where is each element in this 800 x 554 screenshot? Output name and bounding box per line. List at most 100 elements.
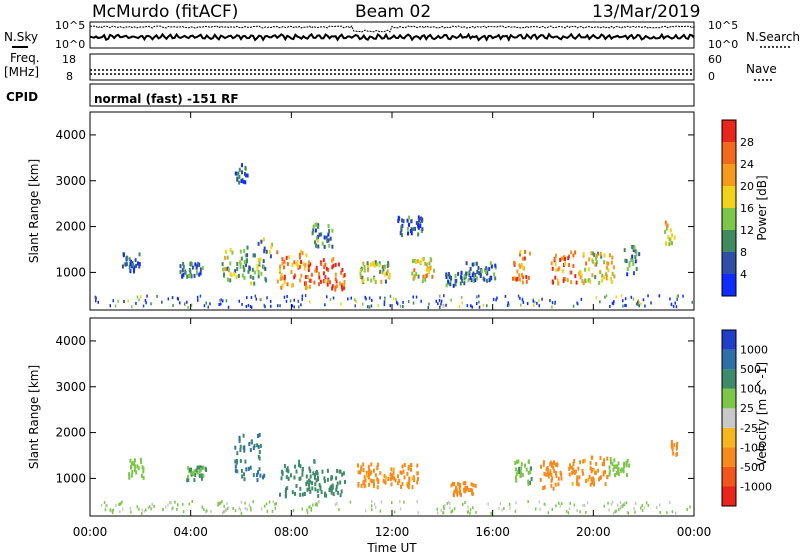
velocity-ground-cell: [487, 502, 489, 506]
power-ground-cell: [249, 305, 252, 309]
velocity-cell: [194, 473, 197, 478]
power-ground-cell: [640, 302, 642, 306]
power-cell: [664, 229, 667, 234]
power-ground-cell: [184, 302, 187, 305]
power-ground-cell: [427, 306, 429, 309]
power-cell: [599, 270, 602, 275]
velocity-ground-cell: [118, 503, 120, 506]
velocity-ground-cell: [317, 500, 319, 504]
velocity-ground-cell: [177, 503, 179, 507]
power-cell: [626, 267, 629, 272]
velocity-cell: [408, 481, 411, 485]
power-cell: [445, 283, 448, 288]
velocity-cell: [462, 481, 465, 486]
power-cell: [374, 280, 377, 284]
velocity-ground-cell: [371, 500, 373, 503]
power-ground-cell: [536, 301, 538, 305]
velocity-ground-cell: [349, 500, 352, 504]
velocity-cell: [372, 483, 375, 488]
power-cell: [554, 275, 557, 280]
velocity-cell: [552, 486, 555, 491]
velocity-cell: [306, 487, 309, 492]
colorbar-segment: [722, 208, 736, 230]
power-ground-cell: [669, 297, 671, 301]
power-ground-cell: [144, 299, 147, 302]
power-cell: [186, 274, 189, 279]
power-cell: [380, 279, 383, 284]
velocity-cell: [604, 470, 606, 475]
velocity-ground-cell: [565, 509, 568, 513]
power-ground-cell: [635, 302, 638, 306]
power-cell: [334, 272, 337, 277]
power-ground-cell: [283, 295, 286, 299]
power-cell: [328, 228, 331, 233]
velocity-ground-cell: [499, 502, 502, 506]
power-ground-cell: [682, 294, 684, 298]
y-tick-label: 2000: [55, 426, 86, 440]
velocity-cell: [252, 446, 255, 450]
power-cell: [386, 269, 389, 274]
velocity-cell: [363, 475, 366, 480]
velocity-cell: [362, 479, 365, 484]
velocity-cell: [323, 479, 326, 484]
power-cell: [314, 240, 317, 245]
velocity-ground-cell: [172, 506, 174, 510]
velocity-ground-cell: [246, 507, 248, 511]
velocity-cell: [313, 473, 316, 478]
velocity-cell: [142, 475, 145, 480]
velocity-cell: [315, 478, 318, 483]
power-cell: [463, 273, 466, 278]
velocity-cell: [303, 492, 306, 496]
velocity-cell: [234, 459, 237, 464]
velocity-cell: [311, 481, 314, 486]
velocity-ground-cell: [223, 504, 225, 508]
power-cell: [236, 262, 239, 266]
velocity-cell: [360, 483, 363, 488]
power-cell: [588, 257, 591, 262]
velocity-ground-cell: [399, 500, 401, 504]
velocity-cell: [202, 465, 205, 470]
velocity-cell: [133, 462, 136, 467]
velocity-ground-cell: [250, 508, 252, 512]
velocity-cell: [392, 471, 395, 476]
colorbar-segment: [722, 369, 736, 389]
velocity-ground-cell: [371, 508, 373, 512]
power-cell: [239, 264, 242, 269]
power-cell: [407, 231, 409, 236]
power-cell: [424, 261, 427, 266]
power-cell: [128, 257, 131, 262]
velocity-cell: [134, 458, 136, 463]
velocity-cell: [590, 455, 593, 460]
velocity-cell: [130, 473, 133, 478]
velocity-cell: [670, 439, 673, 444]
colorbar-frame: [721, 329, 737, 507]
velocity-cell: [298, 459, 301, 464]
power-cell: [194, 262, 197, 267]
velocity-cell: [314, 487, 317, 492]
power-cell: [263, 249, 266, 254]
power-cell: [422, 257, 425, 261]
velocity-ground-cell: [509, 506, 511, 510]
velocity-ground-cell: [450, 510, 452, 514]
velocity-ground-cell: [310, 506, 312, 510]
velocity-ground-cell: [248, 503, 250, 507]
power-cell: [424, 277, 427, 282]
velocity-cell: [335, 484, 338, 489]
velocity-cell: [308, 466, 311, 471]
velocity-cell: [411, 476, 414, 481]
power-cell: [633, 246, 636, 250]
power-ground-cell: [324, 303, 326, 307]
velocity-ground-cell: [391, 501, 393, 505]
velocity-cell: [258, 467, 261, 472]
velocity-ground-cell: [538, 500, 541, 504]
power-ground-cell: [637, 300, 639, 304]
velocity-cell: [318, 483, 321, 487]
power-cell: [129, 269, 132, 274]
velocity-ground-cell: [622, 503, 624, 507]
velocity-ground-cell: [469, 511, 471, 515]
colorbar-frame: [721, 119, 737, 297]
velocity-ground-cell: [308, 505, 310, 509]
power-cell: [408, 222, 410, 227]
power-cell: [415, 220, 418, 225]
velocity-ground-cell: [626, 511, 629, 514]
